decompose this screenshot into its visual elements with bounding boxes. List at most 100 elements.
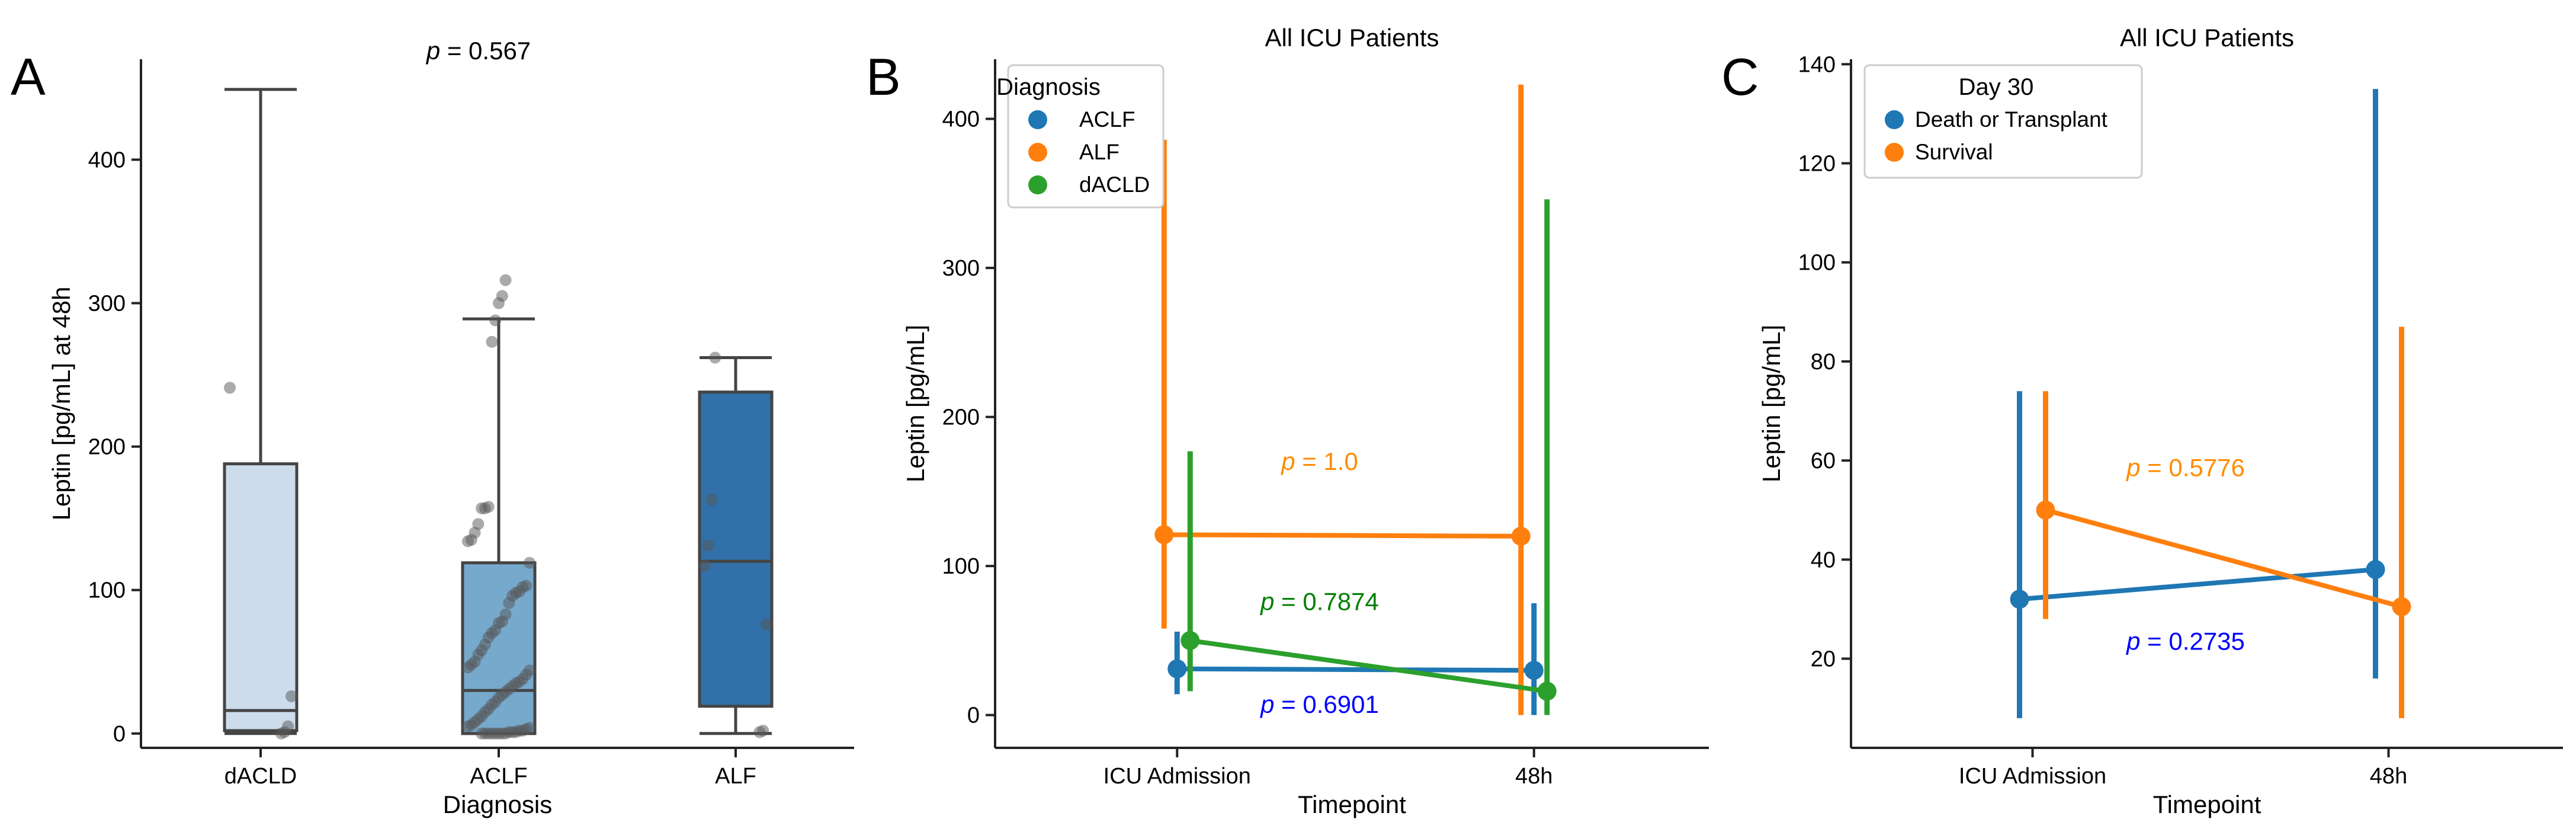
data-point [1524, 661, 1544, 680]
legend-marker [1028, 143, 1047, 162]
p-value-annotation: p = 0.567 [425, 37, 531, 65]
y-tick-label: 400 [942, 107, 980, 132]
y-tick-label: 300 [88, 292, 126, 316]
legend-marker [1028, 110, 1047, 129]
p-value-annotation: p = 0.6901 [1259, 690, 1379, 718]
data-point [476, 502, 488, 514]
data-point [2010, 590, 2029, 609]
series-line [1177, 666, 1534, 673]
y-tick-label: 140 [1798, 52, 1836, 77]
data-point [1180, 631, 1200, 650]
y-tick-label: 40 [1811, 548, 1836, 572]
x-axis-label: Diagnosis [443, 791, 552, 818]
data-point [1167, 659, 1187, 679]
series-death-or-transplant [2010, 89, 2385, 718]
p-value-annotation-italic: p [1259, 690, 1274, 718]
data-point [1537, 681, 1557, 701]
data-point [499, 274, 512, 286]
data-point [699, 559, 711, 572]
data-point [761, 618, 772, 631]
y-tick-label: 0 [113, 722, 126, 747]
y-tick-label: 80 [1811, 350, 1836, 375]
y-tick-label: 0 [967, 703, 980, 728]
y-axis-label: Leptin [pg/mL] [902, 325, 929, 482]
p-value-annotation-value: = 1.0 [1295, 447, 1358, 475]
p-value-annotation-value: = 0.6901 [1275, 690, 1379, 718]
x-tick-label: ICU Admission [1959, 764, 2106, 789]
data-point [285, 690, 297, 702]
y-tick-label: 100 [1798, 251, 1836, 276]
data-point [524, 556, 535, 569]
data-point [462, 535, 474, 548]
p-value-annotation: p = 0.5776 [2125, 454, 2245, 482]
x-tick-label: ACLF [470, 764, 527, 789]
y-tick-label: 20 [1811, 647, 1836, 672]
legend-label: ALF [1079, 140, 1119, 164]
p-value-annotation-value: = 0.5776 [2141, 454, 2245, 482]
data-point [503, 597, 515, 609]
panel-label: B [866, 47, 901, 106]
panel-c: 20 40 60 80 100 120 140 ICU Admission 48h Timepoi… [1721, 24, 2563, 818]
data-point [275, 727, 287, 740]
box-body [223, 462, 299, 732]
y-tick-label: 100 [942, 554, 980, 579]
legend-title: Day 30 [1959, 74, 2034, 100]
x-tick-label: dACLD [224, 764, 297, 789]
panel-label: C [1721, 47, 1759, 106]
legend-label: ACLF [1079, 107, 1135, 132]
legend-marker [1885, 110, 1904, 129]
box-dACLD [223, 88, 299, 735]
legend: Diagnosis ACLF ALF dACLD [996, 64, 1165, 209]
p-value-annotation-italic: p [1259, 588, 1274, 616]
data-point [2036, 500, 2055, 520]
y-axis-label: Leptin [pg/mL] at 48h [47, 287, 75, 521]
data-point [753, 726, 766, 738]
p-value-italic: p [425, 37, 440, 65]
data-point [476, 727, 488, 740]
p-value-annotation-italic: p [2125, 627, 2140, 655]
legend-label: Death or Transplant [1915, 107, 2108, 132]
legend-marker [1885, 143, 1904, 162]
legend: Day 30 Death or Transplant Survival [1863, 64, 2143, 179]
data-point [2366, 560, 2385, 580]
panel-a: 0 100 200 300 400 dACLD ACLF ALF Diagnosis Leptin… [11, 37, 854, 818]
y-tick-label: 400 [88, 148, 126, 172]
data-point [1154, 525, 1174, 545]
x-axis-label: Timepoint [2153, 791, 2261, 818]
series-line [1164, 532, 1521, 539]
y-tick-label: 200 [942, 405, 980, 430]
y-tick-label: 200 [88, 435, 126, 460]
series-line [1189, 638, 1548, 694]
legend-box [1007, 64, 1165, 209]
chart-title: All ICU Patients [2120, 24, 2294, 52]
legend-title: Diagnosis [996, 74, 1101, 100]
data-point [462, 720, 474, 732]
data-point [1511, 526, 1531, 546]
p-value-annotation-italic: p [1280, 447, 1295, 475]
x-axis-label: Timepoint [1298, 791, 1406, 818]
p-value-annotation: p = 0.7874 [1259, 588, 1379, 616]
y-tick-label: 300 [942, 256, 980, 281]
chart-title: All ICU Patients [1265, 24, 1439, 52]
panel-b: 0 100 200 300 400 ICU Admission 48h Timepoint Le… [866, 24, 1709, 818]
p-value-annotation-italic: p [2125, 454, 2140, 482]
y-tick-label: 100 [88, 578, 126, 603]
series-survival [2036, 327, 2411, 718]
series-dacld [1180, 199, 1557, 715]
x-tick-label: ALF [715, 764, 756, 789]
legend-label: Survival [1915, 140, 1993, 164]
legend-label: dACLD [1079, 172, 1150, 197]
data-point [709, 351, 721, 364]
p-value-annotation: p = 0.2735 [2125, 627, 2245, 655]
p-value-text: = 0.567 [440, 37, 531, 65]
series-alf [1154, 84, 1531, 715]
y-tick-label: 120 [1798, 152, 1836, 177]
data-point [489, 314, 502, 327]
box-body [698, 391, 774, 708]
data-point [224, 382, 236, 394]
data-point [2392, 597, 2411, 616]
p-value-annotation: p = 1.0 [1280, 447, 1358, 475]
series-aclf [1167, 603, 1544, 715]
data-point [705, 494, 718, 506]
